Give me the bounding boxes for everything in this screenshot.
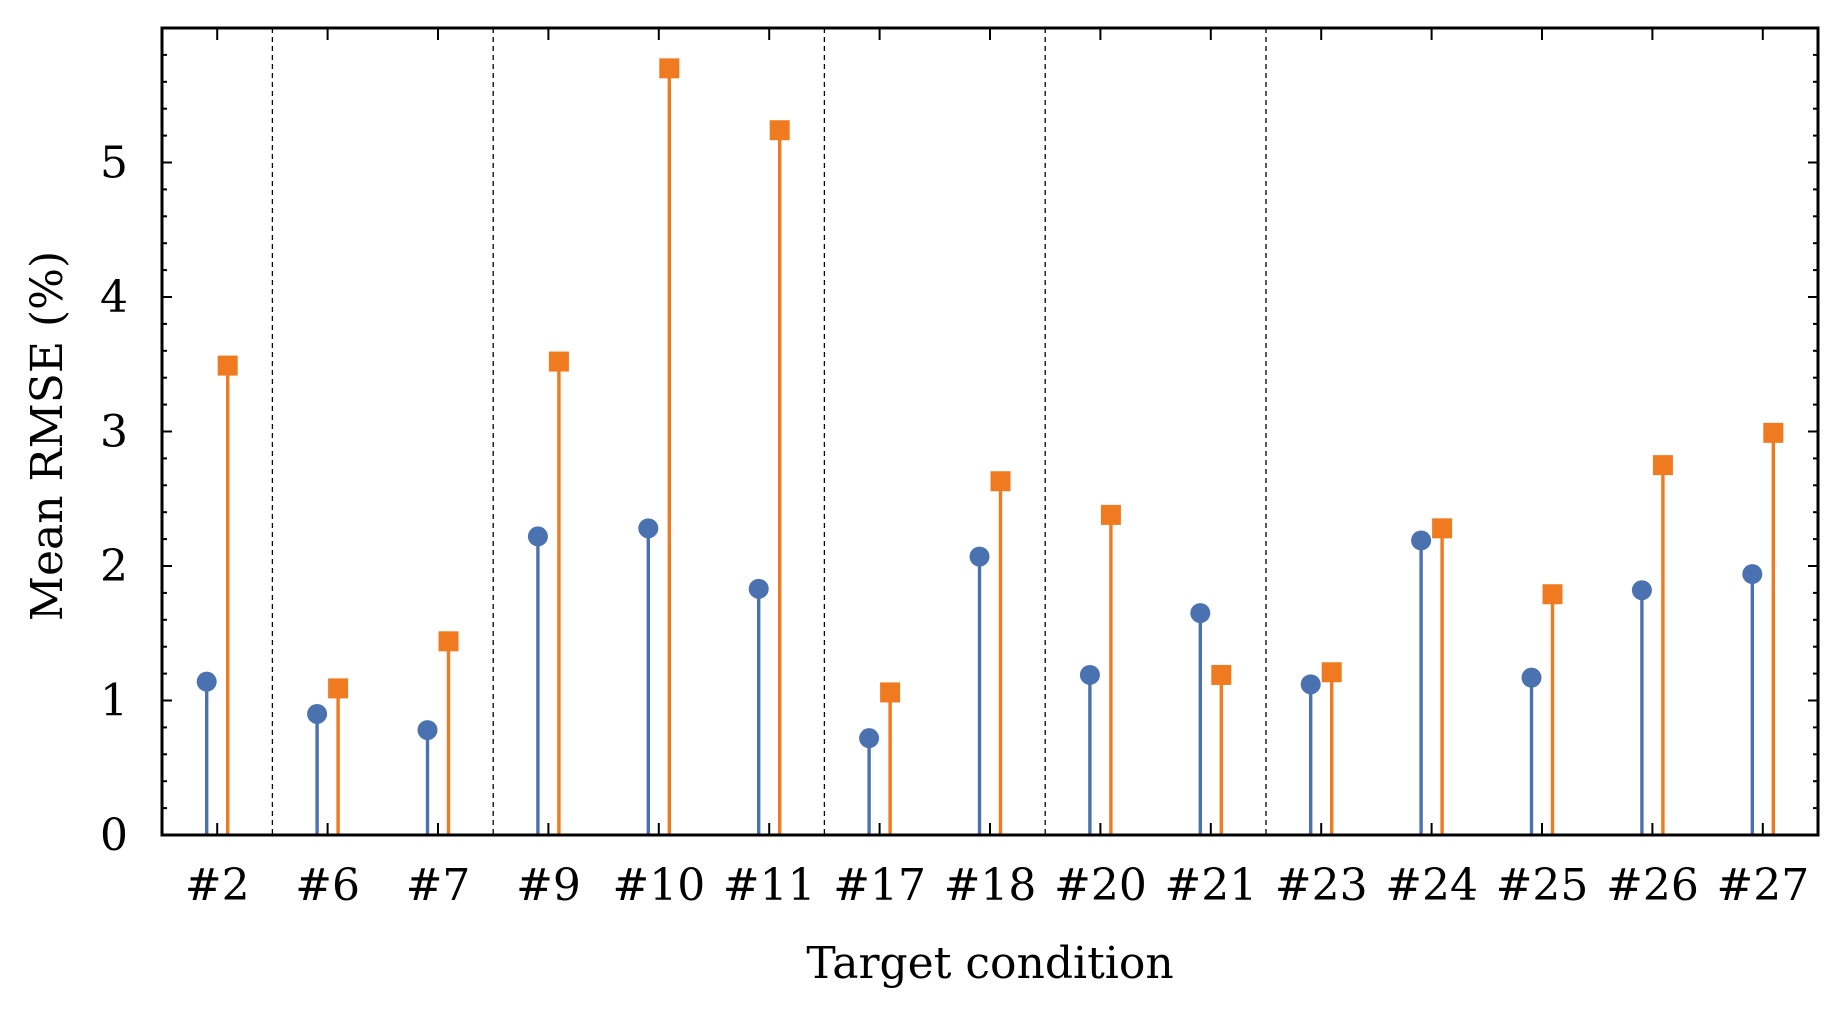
data-point-square [1432,518,1453,539]
y-tick-label: 3 [100,407,128,458]
x-tick-label: #24 [1385,860,1478,911]
data-point-square [990,471,1011,492]
data-point-circle [527,526,548,547]
x-tick-label: #17 [833,860,926,911]
data-point-circle [1190,603,1211,624]
x-tick-label: #25 [1496,860,1589,911]
data-point-square [217,355,238,376]
data-point-circle [1079,664,1100,685]
y-axis-label: Mean RMSE (%) [22,251,73,621]
data-point-circle [1742,564,1763,585]
data-point-square [438,631,459,652]
x-tick-label: #7 [406,860,471,911]
data-point-circle [1300,674,1321,695]
data-point-square [1542,584,1563,605]
x-axis-label: Target condition [806,938,1173,989]
plot-frame [160,26,1820,837]
data-point-circle [748,578,769,599]
data-point-circle [307,703,328,724]
y-tick-label: 5 [100,138,128,189]
y-tick-label: 0 [100,810,128,861]
x-tick-label: #20 [1054,860,1147,911]
data-point-square [1211,664,1232,685]
x-tick-label: #2 [185,860,250,911]
data-point-square [1763,422,1784,443]
data-point-square [548,351,569,372]
data-point-circle [1631,580,1652,601]
x-tick-label: #18 [944,860,1037,911]
y-tick-label: 4 [100,272,128,323]
data-point-square [1652,455,1673,476]
data-point-circle [859,728,880,749]
x-tick-label: #10 [612,860,705,911]
data-point-square [880,682,901,703]
data-point-square [659,58,680,79]
data-point-circle [196,671,217,692]
y-tick-label: 2 [100,541,128,592]
data-point-circle [1411,530,1432,551]
x-tick-label: #26 [1606,860,1699,911]
data-point-square [769,120,790,141]
x-tick-label: #6 [295,860,360,911]
y-tick-label: 1 [100,676,128,727]
data-point-circle [638,518,659,539]
x-tick-label: #27 [1716,860,1809,911]
data-point-square [1321,662,1342,683]
x-tick-label: #21 [1164,860,1257,911]
data-point-square [1100,504,1121,525]
data-point-circle [1521,667,1542,688]
data-point-circle [969,546,990,567]
x-tick-label: #9 [516,860,581,911]
data-point-square [328,678,349,699]
x-tick-label: #23 [1275,860,1368,911]
plot-area: 0 1 2 3 4 5 #2 #6 #7 #9 #10 #11 #17 #18 #20 #21 #23 #24 #2… [100,26,1820,911]
data-point-circle [417,720,438,741]
x-tick-label: #11 [723,860,816,911]
